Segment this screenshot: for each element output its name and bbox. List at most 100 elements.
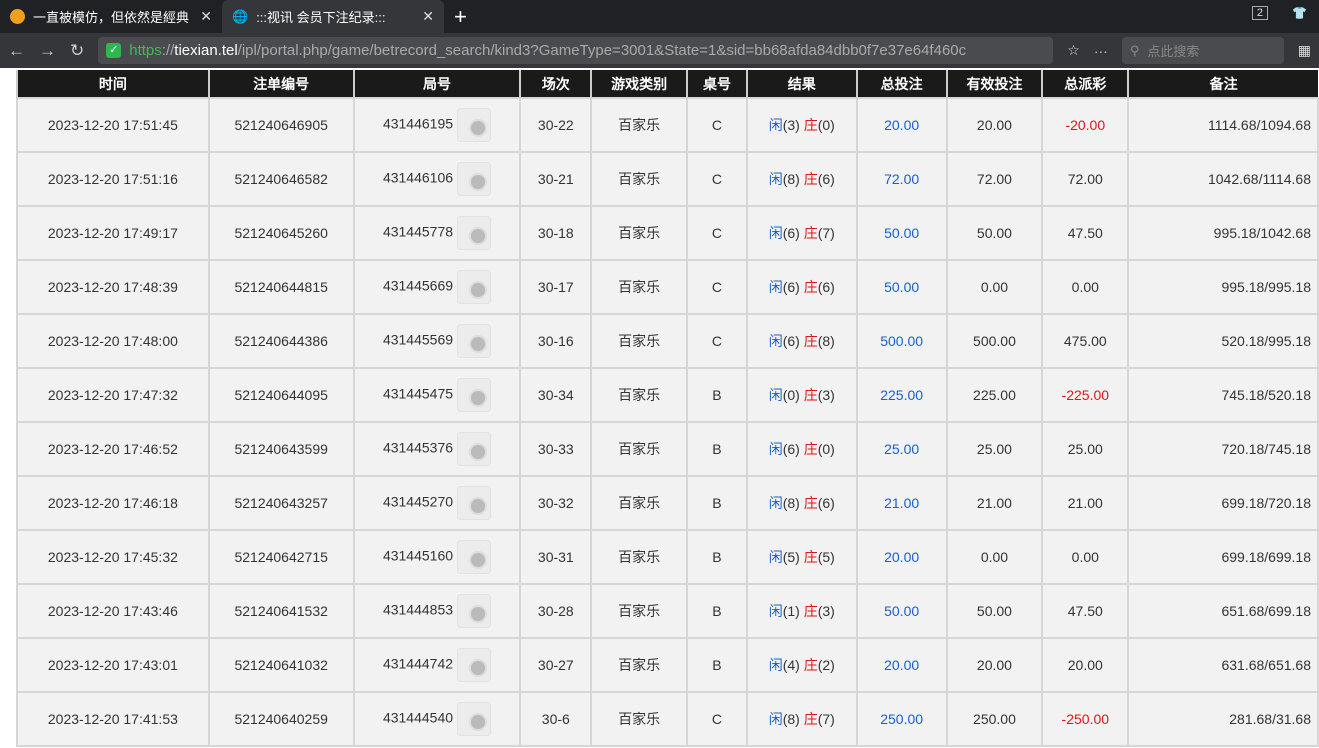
secure-shield-icon: ✓ [106,43,122,58]
banker-label: 庄 [803,225,818,241]
cell-table: B [686,529,748,585]
close-tab-icon[interactable]: ✕ [422,8,434,24]
cell-time: 2023-12-20 17:48:00 [16,313,210,369]
reload-button[interactable]: ↻ [70,40,85,60]
cell-bet-id: 521240646905 [207,97,355,153]
cell-bet-id: 521240640259 [207,691,355,747]
tab-2[interactable]: 🌐 :::视讯 会员下注纪录::: ✕ [222,0,444,33]
url-scheme: https [129,42,162,59]
cell-valid: 0.00 [945,259,1044,315]
table-row: 2023-12-20 17:49:17 521240645260 4314457… [16,205,1319,261]
cell-table: B [686,475,748,531]
close-tab-icon[interactable]: ✕ [200,8,212,24]
cell-session: 30-33 [519,421,593,477]
banker-score: (0) [817,441,835,457]
cell-valid: 0.00 [945,529,1044,585]
round-number: 431445778 [382,223,454,240]
cell-remark: 745.18/520.18 [1127,367,1319,423]
banker-label: 庄 [803,387,818,403]
cell-game: 百家乐 [590,205,689,261]
cell-session: 30-21 [519,151,593,207]
cell-bet-id: 521240643599 [207,421,355,477]
cell-bet-id: 521240643257 [207,475,355,531]
cell-time: 2023-12-20 17:46:52 [16,421,210,477]
cell-round: 431445160 [352,529,522,585]
cell-result: 闲(6) 庄(0) [745,421,858,477]
banker-label: 庄 [803,495,818,511]
video-replay-icon[interactable] [457,162,492,196]
player-score: (1) [782,603,800,619]
player-score: (6) [782,333,800,349]
video-replay-icon[interactable] [457,702,492,736]
search-input[interactable]: ⚲ 点此搜索 [1121,37,1284,64]
video-replay-icon[interactable] [457,270,492,304]
cell-total: 50.00 [855,259,948,315]
skin-icon[interactable]: 👕 [1292,6,1307,20]
cell-total: 20.00 [855,97,948,153]
round-number: 431445669 [382,277,454,294]
cell-result: 闲(8) 庄(7) [745,691,858,747]
cell-round: 431445376 [352,421,522,477]
tab-count[interactable]: 2 [1251,6,1269,20]
banker-score: (6) [817,495,835,511]
banker-label: 庄 [803,333,818,349]
player-score: (6) [782,225,800,241]
banker-score: (5) [817,549,835,565]
star-icon[interactable]: ☆ [1067,42,1080,58]
banker-label: 庄 [803,441,818,457]
cell-game: 百家乐 [590,475,689,531]
cell-valid: 225.00 [945,367,1044,423]
video-replay-icon[interactable] [457,540,492,574]
banker-score: (0) [817,117,835,133]
column-header-valid: 有效投注 [945,70,1043,98]
video-replay-icon[interactable] [457,216,492,250]
video-replay-icon[interactable] [457,108,492,142]
globe-icon: 🌐 [232,8,249,24]
player-label: 闲 [768,333,783,349]
cell-game: 百家乐 [590,97,689,153]
video-replay-icon[interactable] [457,432,492,466]
cell-table: C [686,205,748,261]
cell-bet-id: 521240644095 [207,367,355,423]
cell-valid: 50.00 [945,583,1044,639]
address-bar[interactable]: ✓ https://tiexian.tel/ipl/portal.php/gam… [98,37,1054,64]
cell-remark: 281.68/31.68 [1127,691,1319,747]
cell-time: 2023-12-20 17:46:18 [16,475,210,531]
player-label: 闲 [768,603,783,619]
cell-bet-id: 521240644386 [207,313,355,369]
cell-valid: 250.00 [945,691,1044,747]
video-replay-icon[interactable] [457,324,492,358]
new-tab-button[interactable]: + [454,4,467,29]
cell-bet-id: 521240646582 [207,151,355,207]
cell-result: 闲(8) 庄(6) [745,475,858,531]
more-icon[interactable]: ··· [1093,42,1108,59]
apps-icon[interactable]: ▦ [1297,42,1311,58]
cell-session: 30-22 [519,97,593,153]
video-replay-icon[interactable] [457,648,492,682]
video-replay-icon[interactable] [457,486,492,520]
banker-score: (3) [817,603,835,619]
cell-valid: 72.00 [945,151,1044,207]
cell-valid: 50.00 [945,205,1044,261]
tab-1[interactable]: 一直被模仿，但依然是經典 ✕ [0,0,222,33]
cell-payout: 0.00 [1041,529,1130,585]
cell-total: 50.00 [855,205,948,261]
cell-total: 21.00 [855,475,948,531]
table-row: 2023-12-20 17:48:00 521240644386 4314455… [16,313,1319,369]
banker-score: (7) [817,225,835,241]
back-button[interactable]: ← [8,40,25,60]
cell-payout: -20.00 [1041,97,1130,153]
player-score: (8) [782,711,800,727]
column-header-time: 时间 [16,70,209,98]
video-replay-icon[interactable] [457,594,492,628]
video-replay-icon[interactable] [457,378,492,412]
cell-payout: 21.00 [1041,475,1130,531]
cell-session: 30-18 [519,205,593,261]
player-label: 闲 [768,441,783,457]
tab-bar: 一直被模仿，但依然是經典 ✕ 🌐 :::视讯 会员下注纪录::: ✕ + 2 👕 [0,0,1319,33]
cell-bet-id: 521240642715 [207,529,355,585]
table-row: 2023-12-20 17:47:32 521240644095 4314454… [16,367,1319,423]
player-label: 闲 [768,495,783,511]
cell-remark: 720.18/745.18 [1127,421,1319,477]
forward-button[interactable]: → [39,40,56,60]
